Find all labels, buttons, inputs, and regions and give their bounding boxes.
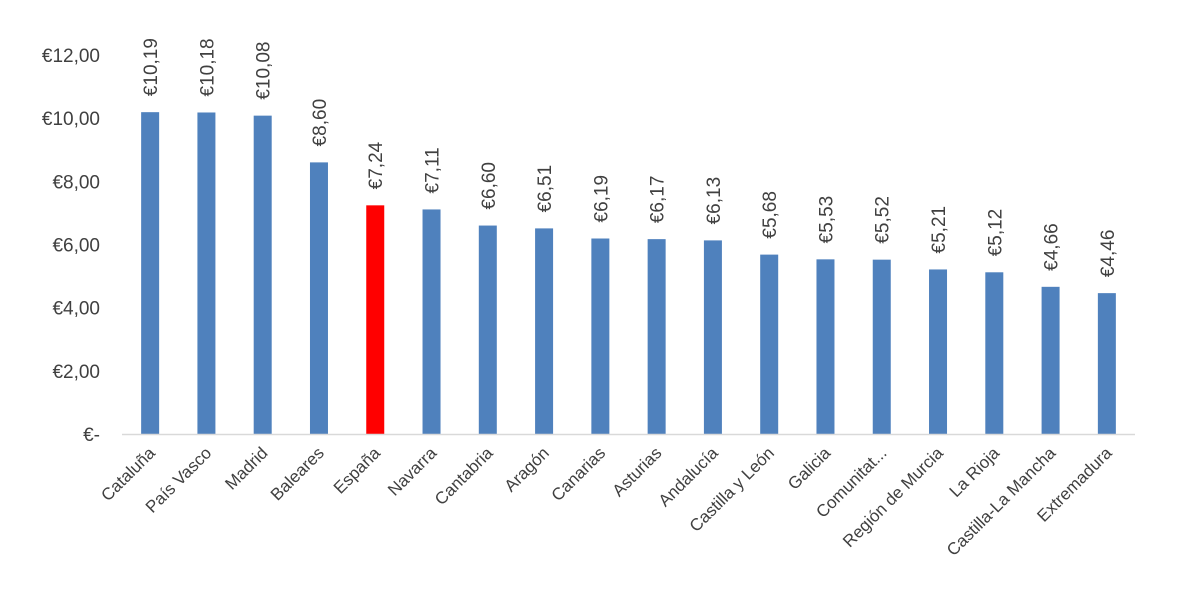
bar-6 <box>478 225 497 434</box>
bar-9 <box>647 239 666 434</box>
bar-14 <box>929 269 948 434</box>
bar-17 <box>1097 293 1116 434</box>
x-tick-label: La Rioja <box>946 443 1004 501</box>
bar-8 <box>591 238 610 434</box>
x-tick-label: Aragón <box>501 443 553 495</box>
data-label: €6,17 <box>648 176 669 224</box>
x-tick-label: España <box>330 443 385 498</box>
data-label: €10,18 <box>197 38 218 96</box>
y-tick-label: €10,00 <box>42 109 100 130</box>
bar-13 <box>872 259 891 434</box>
bars <box>141 112 1116 435</box>
data-label: €10,08 <box>254 42 275 100</box>
data-label: €6,51 <box>535 165 556 213</box>
data-label: €7,24 <box>366 141 387 189</box>
x-tick-label: Cantabria <box>431 443 497 509</box>
bar-16 <box>1041 286 1060 434</box>
x-tick-label: Canarias <box>548 443 610 505</box>
data-label: €4,46 <box>1098 230 1119 278</box>
bar-10 <box>703 240 722 434</box>
y-tick-label: €6,00 <box>52 236 100 257</box>
y-tick-label: €8,00 <box>52 172 100 193</box>
data-label: €6,19 <box>591 175 612 223</box>
x-tick-label: Región de Murcia <box>839 443 947 551</box>
bar-4 <box>366 205 385 434</box>
x-tick-label: Madrid <box>221 443 271 493</box>
data-label: €5,52 <box>873 196 894 244</box>
bar-12 <box>816 259 835 434</box>
x-tick-label: Asturias <box>609 443 666 500</box>
x-tick-label: Baleares <box>267 443 328 504</box>
data-label: €10,19 <box>141 38 162 96</box>
bar-1 <box>197 112 216 435</box>
data-label: €8,60 <box>310 99 331 147</box>
bar-5 <box>422 209 441 434</box>
data-label: €6,13 <box>704 177 725 225</box>
y-tick-label: €2,00 <box>52 362 100 383</box>
data-label: €7,11 <box>423 147 444 193</box>
data-label: €5,68 <box>760 191 781 239</box>
data-labels: €10,19 €10,18 €10,08 €8,60 €7,24 €7,11 €6,60 €6… <box>141 38 1119 277</box>
data-label: €5,53 <box>816 196 837 244</box>
bar-2 <box>253 115 272 434</box>
x-tick-label: Galicia <box>784 443 835 494</box>
bar-3 <box>309 162 328 434</box>
data-label: €5,12 <box>985 209 1006 257</box>
bar-11 <box>760 254 779 434</box>
data-label: €5,21 <box>929 206 950 254</box>
y-tick-label: €- <box>83 425 100 446</box>
bar-0 <box>141 112 160 434</box>
data-label: €4,66 <box>1042 223 1063 271</box>
y-axis: €- €2,00 €4,00 €6,00 €8,00 €10,00 €12,00 <box>42 46 100 446</box>
bar-7 <box>535 228 554 434</box>
x-tick-label: Castilla-La Mancha <box>943 443 1060 560</box>
y-tick-label: €4,00 <box>52 299 100 320</box>
y-tick-label: €12,00 <box>42 46 100 67</box>
bar-15 <box>985 272 1004 434</box>
data-label: €6,60 <box>479 162 500 210</box>
x-tick-label: Navarra <box>384 443 441 500</box>
